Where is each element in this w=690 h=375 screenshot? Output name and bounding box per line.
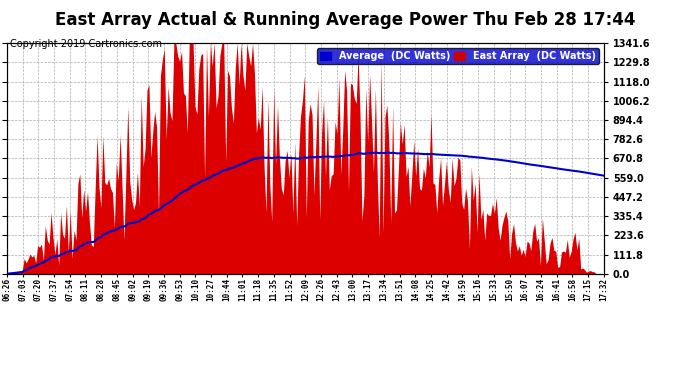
Text: East Array Actual & Running Average Power Thu Feb 28 17:44: East Array Actual & Running Average Powe… — [55, 11, 635, 29]
Text: Copyright 2019 Cartronics.com: Copyright 2019 Cartronics.com — [10, 39, 162, 50]
Legend: Average  (DC Watts), East Array  (DC Watts): Average (DC Watts), East Array (DC Watts… — [317, 48, 599, 64]
